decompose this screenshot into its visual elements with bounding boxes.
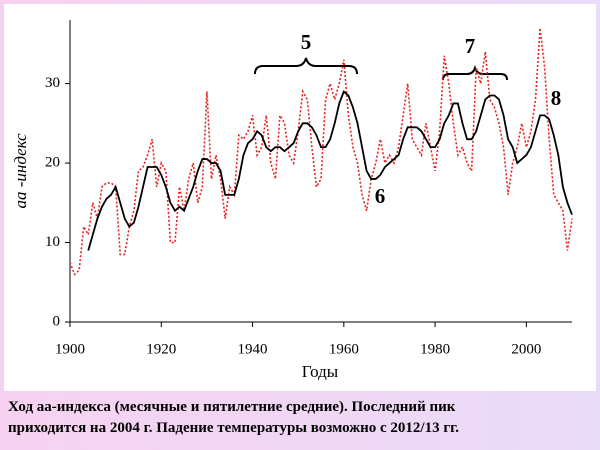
annotation: 7 (465, 34, 476, 58)
annotation: 6 (375, 184, 386, 208)
y-tick-label: 30 (45, 75, 60, 91)
x-tick-label: 2000 (511, 341, 541, 357)
y-tick-label: 20 (45, 154, 60, 170)
x-tick-label: 1900 (55, 341, 85, 357)
x-axis-label: Годы (302, 362, 339, 381)
y-tick-label: 10 (45, 234, 60, 250)
caption-line: Ход aa-индекса (месячные и пятилетние ср… (8, 399, 456, 415)
chart: 5 6 7 8 Годы aa -индекс 0 10 20 30 1900 1920 1… (4, 4, 596, 391)
annotation: 5 (301, 30, 312, 54)
data-line (87, 90, 573, 251)
data-line (69, 27, 573, 276)
x-tick-label: 1980 (420, 341, 450, 357)
annotation: 8 (551, 86, 562, 110)
y-axis-label: aa -индекс (11, 133, 30, 209)
x-tick-label: 1940 (238, 341, 268, 357)
x-tick-label: 1920 (146, 341, 176, 357)
chart-background (4, 4, 596, 391)
caption: Ход aa-индекса (месячные и пятилетние ср… (8, 397, 594, 439)
caption-line: приходится на 2004 г. Падение температур… (8, 420, 460, 436)
y-tick-label: 0 (53, 313, 61, 329)
x-tick-label: 1960 (329, 341, 359, 357)
brace (442, 64, 508, 81)
brace (254, 57, 358, 75)
